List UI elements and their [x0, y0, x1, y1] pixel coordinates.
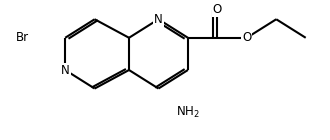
Text: O: O — [242, 31, 251, 44]
Text: O: O — [213, 3, 222, 16]
Text: N: N — [154, 13, 163, 26]
Text: N: N — [61, 64, 70, 77]
Text: Br: Br — [16, 31, 29, 44]
Text: NH$_2$: NH$_2$ — [176, 105, 200, 120]
